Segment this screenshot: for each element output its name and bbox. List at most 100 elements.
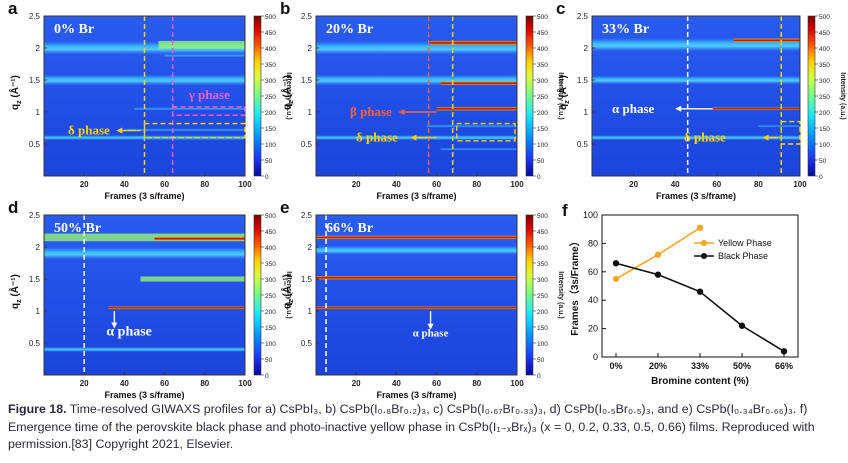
diffraction-band — [44, 247, 245, 260]
colorbar-label: Intensity (a.u.) — [839, 72, 846, 119]
x-axis-label: Frames (3 s/frame) — [104, 390, 184, 400]
x-tick-label: 60 — [432, 379, 441, 388]
diffraction-bands — [316, 235, 517, 310]
colorbar-tick-label: 100 — [819, 142, 830, 149]
y-tick-label: 20 — [588, 324, 598, 334]
y-axis-label: qz (Å⁻¹) — [280, 75, 295, 110]
emergence-time-chart: f 0 20 40 60 80 100 0% 20% 33% 50% 66% Bromine conte… — [562, 201, 799, 387]
colorbar-tick-label: 250 — [537, 293, 548, 300]
arrow-head — [111, 322, 118, 329]
colorbar-tick-label: 400 — [537, 46, 548, 53]
colorbar-tick-label: 0 — [537, 174, 541, 181]
x-tick-label: 80 — [472, 180, 481, 189]
legend-marker — [701, 240, 707, 246]
diffraction-band — [316, 306, 517, 310]
colorbar-tick-label: 300 — [537, 277, 548, 284]
y-axis-label: Frames（3s/Frame） — [568, 236, 581, 336]
colorbar-tick-label: 100 — [265, 341, 276, 348]
data-point — [696, 224, 704, 231]
diffraction-band — [164, 54, 245, 58]
data-point — [696, 288, 704, 295]
y-tick-label: 2 — [36, 243, 41, 252]
colorbar-tick-label: 150 — [537, 126, 548, 133]
diffraction-band — [316, 235, 517, 239]
diffraction-band — [44, 233, 245, 242]
colorbar-tick-label: 200 — [265, 110, 276, 117]
colorbar-tick-label: 150 — [265, 126, 276, 133]
colorbar-tick-label: 300 — [819, 78, 830, 85]
phase-label: δ phase — [68, 123, 110, 138]
x-tick-label: 40 — [392, 379, 401, 388]
panel-frame — [315, 15, 518, 177]
phase-label: δ phase — [684, 130, 726, 145]
colorbar-tick-label: 450 — [265, 229, 276, 236]
phase-label: β phase — [350, 104, 392, 119]
x-tick-label: 80 — [754, 180, 763, 189]
y-tick-label: 0.5 — [577, 140, 589, 149]
colorbar-tick-label: 150 — [819, 126, 830, 133]
data-point — [654, 251, 662, 258]
y-tick-label: 2.5 — [301, 12, 313, 21]
colorbar-tick-label: 450 — [537, 229, 548, 236]
colorbar-tick-label: 250 — [537, 94, 548, 101]
bromine-label: 33% Br — [602, 22, 649, 37]
colorbar-tick-label: 50 — [537, 357, 545, 364]
diffraction-band — [140, 276, 245, 282]
colorbar-tick-label: 400 — [819, 46, 830, 53]
heatmap-background — [316, 215, 517, 375]
colorbar — [253, 15, 262, 177]
phase-label: γ phase — [188, 87, 230, 102]
colorbar-tick-label: 350 — [537, 261, 548, 268]
y-tick-label: 60 — [588, 267, 598, 277]
diffraction-bands — [592, 37, 800, 141]
y-tick-label: 2 — [308, 44, 313, 53]
figure-caption: Figure 18. Time-resolved GIWAXS profiles… — [8, 401, 840, 454]
y-axis-label: qz (Å⁻¹) — [556, 75, 571, 110]
panel-letter: f — [562, 201, 568, 220]
x-tick-label: 60 — [160, 180, 169, 189]
x-tick-label: 20 — [80, 379, 89, 388]
diffraction-band — [712, 107, 800, 111]
x-tick-label: 60 — [432, 180, 441, 189]
diffraction-band — [124, 128, 245, 132]
gamma-region-box — [171, 106, 246, 116]
colorbar-tick-label: 300 — [265, 78, 276, 85]
delta-region-box — [780, 120, 801, 145]
phase-label: α phase — [413, 328, 449, 340]
colorbar-tick-label: 100 — [265, 142, 276, 149]
diffraction-band — [158, 40, 245, 49]
x-tick-label: 20 — [80, 180, 89, 189]
colorbar-tick-label: 50 — [265, 158, 273, 165]
diffraction-band — [154, 237, 245, 241]
x-tick-label: 20 — [629, 180, 638, 189]
legend-label: Yellow Phase — [718, 238, 772, 248]
colorbar-tick-label: 50 — [819, 158, 827, 165]
colorbar-tick-label: 350 — [537, 62, 548, 69]
y-tick-label: 1 — [308, 307, 313, 316]
x-tick-label: 100 — [793, 180, 807, 189]
arrow-head — [398, 109, 405, 115]
x-tick-label: 40 — [392, 180, 401, 189]
diffraction-band — [440, 81, 517, 85]
phase-label: α phase — [612, 101, 655, 116]
colorbar-tick-label: 250 — [819, 94, 830, 101]
bromine-label: 20% Br — [326, 22, 373, 37]
data-point — [738, 322, 746, 329]
diffraction-band — [426, 124, 517, 128]
panel-frame — [43, 214, 246, 376]
colorbar-tick-label: 100 — [537, 341, 548, 348]
y-tick-label: 2.5 — [301, 211, 313, 220]
x-tick-label: 60 — [160, 379, 169, 388]
diffraction-band — [733, 38, 800, 42]
y-tick-label: 0.5 — [301, 339, 313, 348]
y-tick-label: 40 — [588, 295, 598, 305]
caption-text: Time-resolved GIWAXS profiles for a) CsP… — [8, 402, 815, 451]
colorbar — [253, 214, 262, 376]
legend-label: Black Phase — [718, 251, 768, 261]
diffraction-band — [758, 124, 800, 128]
y-tick-label: 1 — [308, 108, 313, 117]
colorbar — [525, 214, 534, 376]
colorbar-tick-label: 250 — [265, 293, 276, 300]
colorbar-tick-label: 500 — [819, 14, 830, 21]
y-tick-label: 1.5 — [29, 275, 41, 284]
